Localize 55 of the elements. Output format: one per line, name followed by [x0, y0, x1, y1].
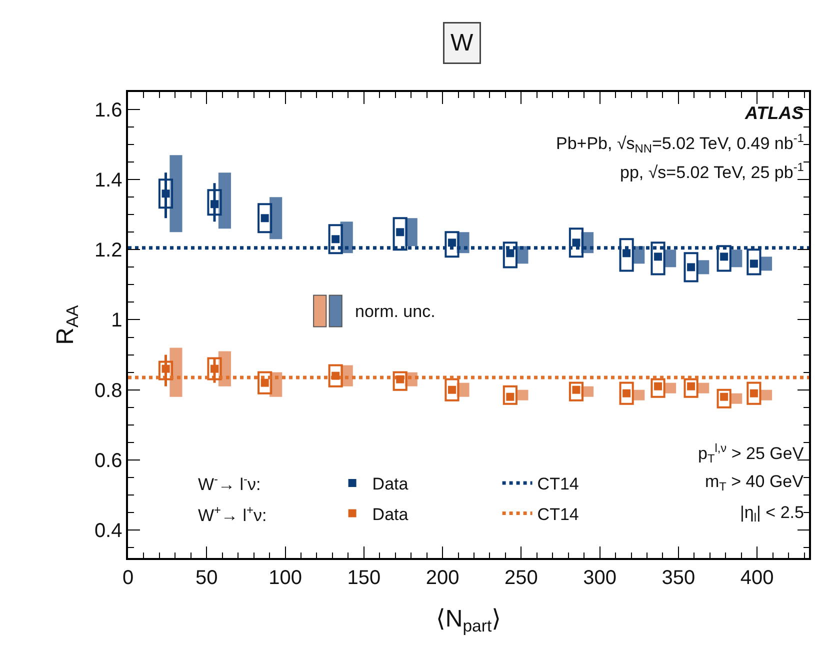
- bar: [759, 390, 772, 400]
- bar: [632, 390, 645, 400]
- bar: [270, 197, 282, 240]
- annotation: ATLAS: [744, 103, 804, 123]
- annotation: p$_{T}$$^{l,ν}$ > 25 GeV: [698, 441, 804, 466]
- bar: [759, 256, 772, 271]
- bar: [170, 348, 182, 397]
- x-tick-label: 400: [740, 566, 774, 589]
- x-tick-label: 100: [268, 566, 302, 589]
- y-tick-label: 0.6: [94, 450, 122, 472]
- y-tick-label: 0.4: [94, 520, 122, 542]
- bar: [730, 250, 742, 268]
- x-tick-label: 150: [347, 566, 381, 589]
- bar: [404, 218, 418, 246]
- annotation: W$^{+}$→ l$^{+}$ν:: [198, 503, 267, 526]
- bar: [580, 232, 594, 254]
- annotation: m$_{T}$ > 40 GeV: [705, 472, 804, 494]
- x-tick-label: 250: [504, 566, 538, 589]
- annotation: |η$_{l}$| < 2.5: [740, 503, 804, 525]
- x-tick-label: 300: [583, 566, 617, 589]
- annotation: norm. unc.: [355, 302, 436, 321]
- annotation: W$^{-}$→ l$^{-}$ν:: [198, 472, 261, 494]
- bar: [664, 382, 676, 394]
- y-tick-label: 1.2: [94, 240, 122, 262]
- bar: [516, 246, 528, 264]
- chart-title: W: [450, 30, 474, 56]
- bar: [696, 382, 710, 394]
- bar: [218, 172, 232, 229]
- bar: [664, 250, 676, 268]
- x-tick-label: 350: [662, 566, 696, 589]
- annotation: Pb+Pb, √s$_{NN}$=5.02 TeV, 0.49 nb$^{-1}$: [556, 131, 804, 156]
- y-tick-label: 1: [111, 310, 122, 332]
- legend-label: CT14: [537, 504, 579, 524]
- bar: [218, 351, 232, 386]
- legend-label: CT14: [537, 474, 579, 494]
- bar: [340, 222, 353, 254]
- y-tick-label: 0.8: [94, 380, 122, 402]
- x-tick-label: 50: [196, 566, 218, 589]
- x-axis-title: ⟨N$_{part}$⟩: [436, 606, 501, 636]
- y-tick-label: 1.4: [94, 170, 122, 192]
- bar: [170, 155, 182, 232]
- x-tick-label: 200: [426, 566, 460, 589]
- bar: [696, 260, 710, 274]
- y-tick-label: 1.6: [94, 100, 122, 122]
- bar: [580, 386, 594, 397]
- bar: [270, 372, 282, 397]
- bar: [340, 365, 353, 386]
- legend-label: Data: [372, 504, 409, 524]
- bar: [516, 390, 528, 400]
- legend-label: Data: [372, 474, 409, 494]
- bar: [456, 232, 470, 254]
- bar: [730, 393, 742, 404]
- x-tick-label: 0: [122, 566, 134, 589]
- annotation: pp, √s=5.02 TeV, 25 pb$^{-1}$: [620, 160, 804, 182]
- bar: [456, 382, 470, 397]
